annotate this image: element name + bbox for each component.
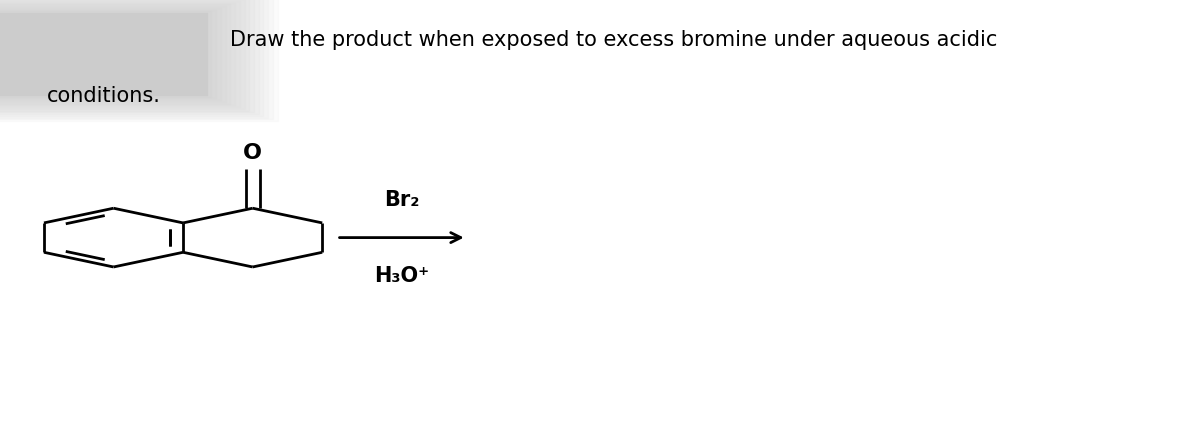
- Text: conditions.: conditions.: [47, 86, 161, 106]
- Bar: [0, 13, 206, 95]
- Bar: [0, 3, 235, 105]
- Bar: [0, 6, 226, 102]
- Bar: [0, 0, 268, 118]
- Bar: [0, 8, 221, 100]
- Bar: [0, 0, 245, 109]
- Text: H₃O⁺: H₃O⁺: [374, 266, 430, 286]
- Bar: [0, 0, 254, 112]
- Bar: [0, 10, 216, 98]
- Bar: [0, 0, 272, 119]
- Bar: [0, 0, 277, 121]
- Text: Br₂: Br₂: [384, 190, 419, 210]
- Text: Draw the product when exposed to excess bromine under aqueous acidic: Draw the product when exposed to excess …: [230, 30, 997, 50]
- Text: O: O: [244, 143, 262, 163]
- Bar: [0, 1, 240, 107]
- Bar: [0, 0, 259, 114]
- Bar: [0, 11, 211, 97]
- Bar: [0, 4, 230, 104]
- Bar: [0, 0, 250, 111]
- Bar: [0, 0, 264, 116]
